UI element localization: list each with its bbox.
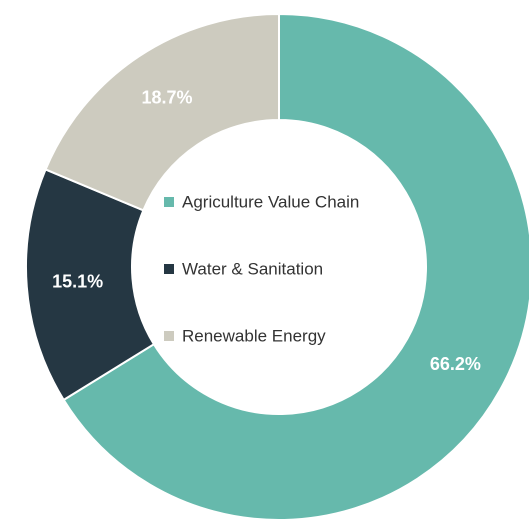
value-label: 18.7% [142, 88, 193, 108]
legend-label: Renewable Energy [182, 326, 326, 345]
legend-swatch [164, 197, 174, 207]
donut-slice [25, 168, 156, 402]
legend-label: Water & Sanitation [182, 259, 323, 278]
value-label: 15.1% [52, 272, 103, 292]
donut-slice [62, 12, 529, 520]
legend-label: Agriculture Value Chain [182, 192, 359, 211]
donut-slice [44, 12, 280, 212]
value-label: 66.2% [430, 354, 481, 374]
legend-swatch [164, 331, 174, 341]
legend-swatch [164, 264, 174, 274]
